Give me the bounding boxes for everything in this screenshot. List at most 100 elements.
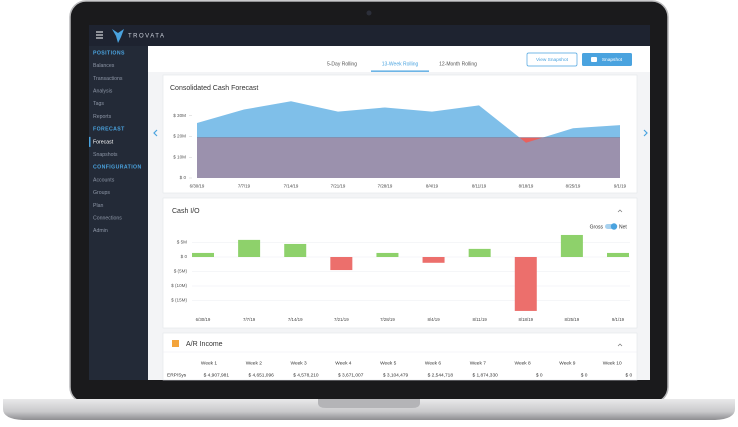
toggle-label[interactable]: Gross [590,224,604,230]
x-tick-label: 7/28/19 [378,184,393,189]
cell: $ 0 [536,372,543,378]
bar [607,252,629,257]
toggle-label[interactable]: Net [619,224,627,230]
x-tick-label: 8/4/19 [427,317,440,322]
row-label: ERP/Sys [167,372,187,378]
camera [366,10,372,16]
x-tick-label: 8/25/19 [565,317,580,322]
sidebar-item[interactable]: Accounts [93,177,115,183]
bar [422,257,445,263]
sidebar-item[interactable]: Plan [93,203,103,209]
x-tick-label: 9/1/19 [614,184,627,189]
cell: $ 3,671,007 [338,372,364,378]
menu-icon[interactable] [96,31,103,39]
button-label[interactable]: View Snapshot [536,57,569,63]
column-header: Week 7 [470,360,487,366]
legend-swatch [172,340,179,347]
x-tick-label: 7/14/19 [284,184,299,189]
sidebar-item[interactable]: Forecast [93,139,114,145]
base-notch [318,399,420,408]
column-header: Week 10 [603,360,622,366]
bar [238,239,261,257]
sidebar [89,46,148,380]
cell: $ 4,907,981 [204,372,230,378]
y-tick-label: $ 5M [177,240,187,245]
tab[interactable]: 13-Week Rolling [382,61,419,67]
y-tick-label: $ (10M) [171,283,187,288]
x-tick-label: 8/25/19 [566,184,581,189]
cash-io-card [162,197,638,329]
y-tick-label: $ (15M) [171,298,187,303]
x-tick-label: 7/14/19 [288,317,303,322]
column-header: Week 1 [201,360,218,366]
sidebar-item[interactable]: Tags [93,101,104,107]
sidebar-item[interactable]: Balances [93,63,115,69]
brand: TROVATA [128,34,166,40]
collapse-icon[interactable] [617,209,623,213]
ar-income-card [162,332,638,381]
x-tick-label: 7/7/19 [243,317,256,322]
y-tick-label: $ 20M [173,134,186,139]
top-bar [89,25,650,46]
bar [468,248,491,257]
bar [560,234,583,257]
button-label[interactable]: Snapshot [602,57,623,63]
tab[interactable]: 12-Month Rolling [439,61,477,67]
bar [284,243,307,257]
bar [192,252,214,257]
logo-icon [112,29,124,43]
cell: $ 4,651,096 [248,372,274,378]
camera-icon [591,57,597,62]
sidebar-section: CONFIGURATION [93,165,142,171]
column-header: Week 4 [335,360,352,366]
next-arrow[interactable] [643,129,648,137]
cell: $ 0 [581,372,588,378]
sidebar-item[interactable]: Transactions [93,76,123,82]
cell: $ 3,104,479 [383,372,409,378]
active-indicator [89,136,91,147]
below-threshold [197,137,620,178]
sidebar-item[interactable]: Reports [93,114,112,120]
y-tick-label: $ 10M [173,154,186,159]
tab[interactable]: 5-Day Rolling [327,61,357,67]
x-tick-label: 8/4/19 [426,184,439,189]
sidebar-item[interactable]: Groups [93,190,110,196]
x-tick-label: 8/11/19 [472,184,487,189]
collapse-icon[interactable] [617,343,623,347]
toggle-knob[interactable] [610,223,618,230]
sidebar-section: POSITIONS [93,50,125,56]
sidebar-item[interactable]: Snapshots [93,152,118,158]
sidebar-item[interactable]: Analysis [93,88,113,94]
prev-arrow[interactable] [153,129,158,137]
column-header: Week 6 [425,360,442,366]
card-title: Consolidated Cash Forecast [170,85,258,92]
bar [330,257,353,271]
x-tick-label: 8/18/19 [519,184,534,189]
snapshot-button[interactable] [582,53,632,66]
column-header: Week 2 [246,360,263,366]
card-title: A/R Income [186,341,223,348]
bar [376,252,399,257]
cell: $ 1,874,330 [472,372,498,378]
laptop-base [3,399,735,420]
x-tick-label: 9/1/19 [612,317,625,322]
x-tick-label: 7/28/19 [380,317,395,322]
column-header: Week 9 [559,360,576,366]
column-header: Week 5 [380,360,397,366]
cell: $ 2,544,718 [428,372,454,378]
y-tick-label: $ 30M [173,113,186,118]
cell: $ 0 [626,372,633,378]
column-header: Week 8 [515,360,532,366]
card-title: Cash I/O [172,208,200,215]
sidebar-section: FORECAST [93,127,125,133]
x-tick-label: 7/7/19 [238,184,251,189]
bar [514,257,537,311]
view-snapshot-button[interactable] [526,52,578,67]
x-tick-label: 7/21/19 [331,184,346,189]
sidebar-item[interactable]: Connections [93,215,122,221]
x-tick-label: 7/21/19 [334,317,349,322]
x-tick-label: 6/30/19 [196,317,211,322]
sidebar-item[interactable]: Admin [93,228,108,234]
y-tick-label: $ 0 [180,175,187,180]
